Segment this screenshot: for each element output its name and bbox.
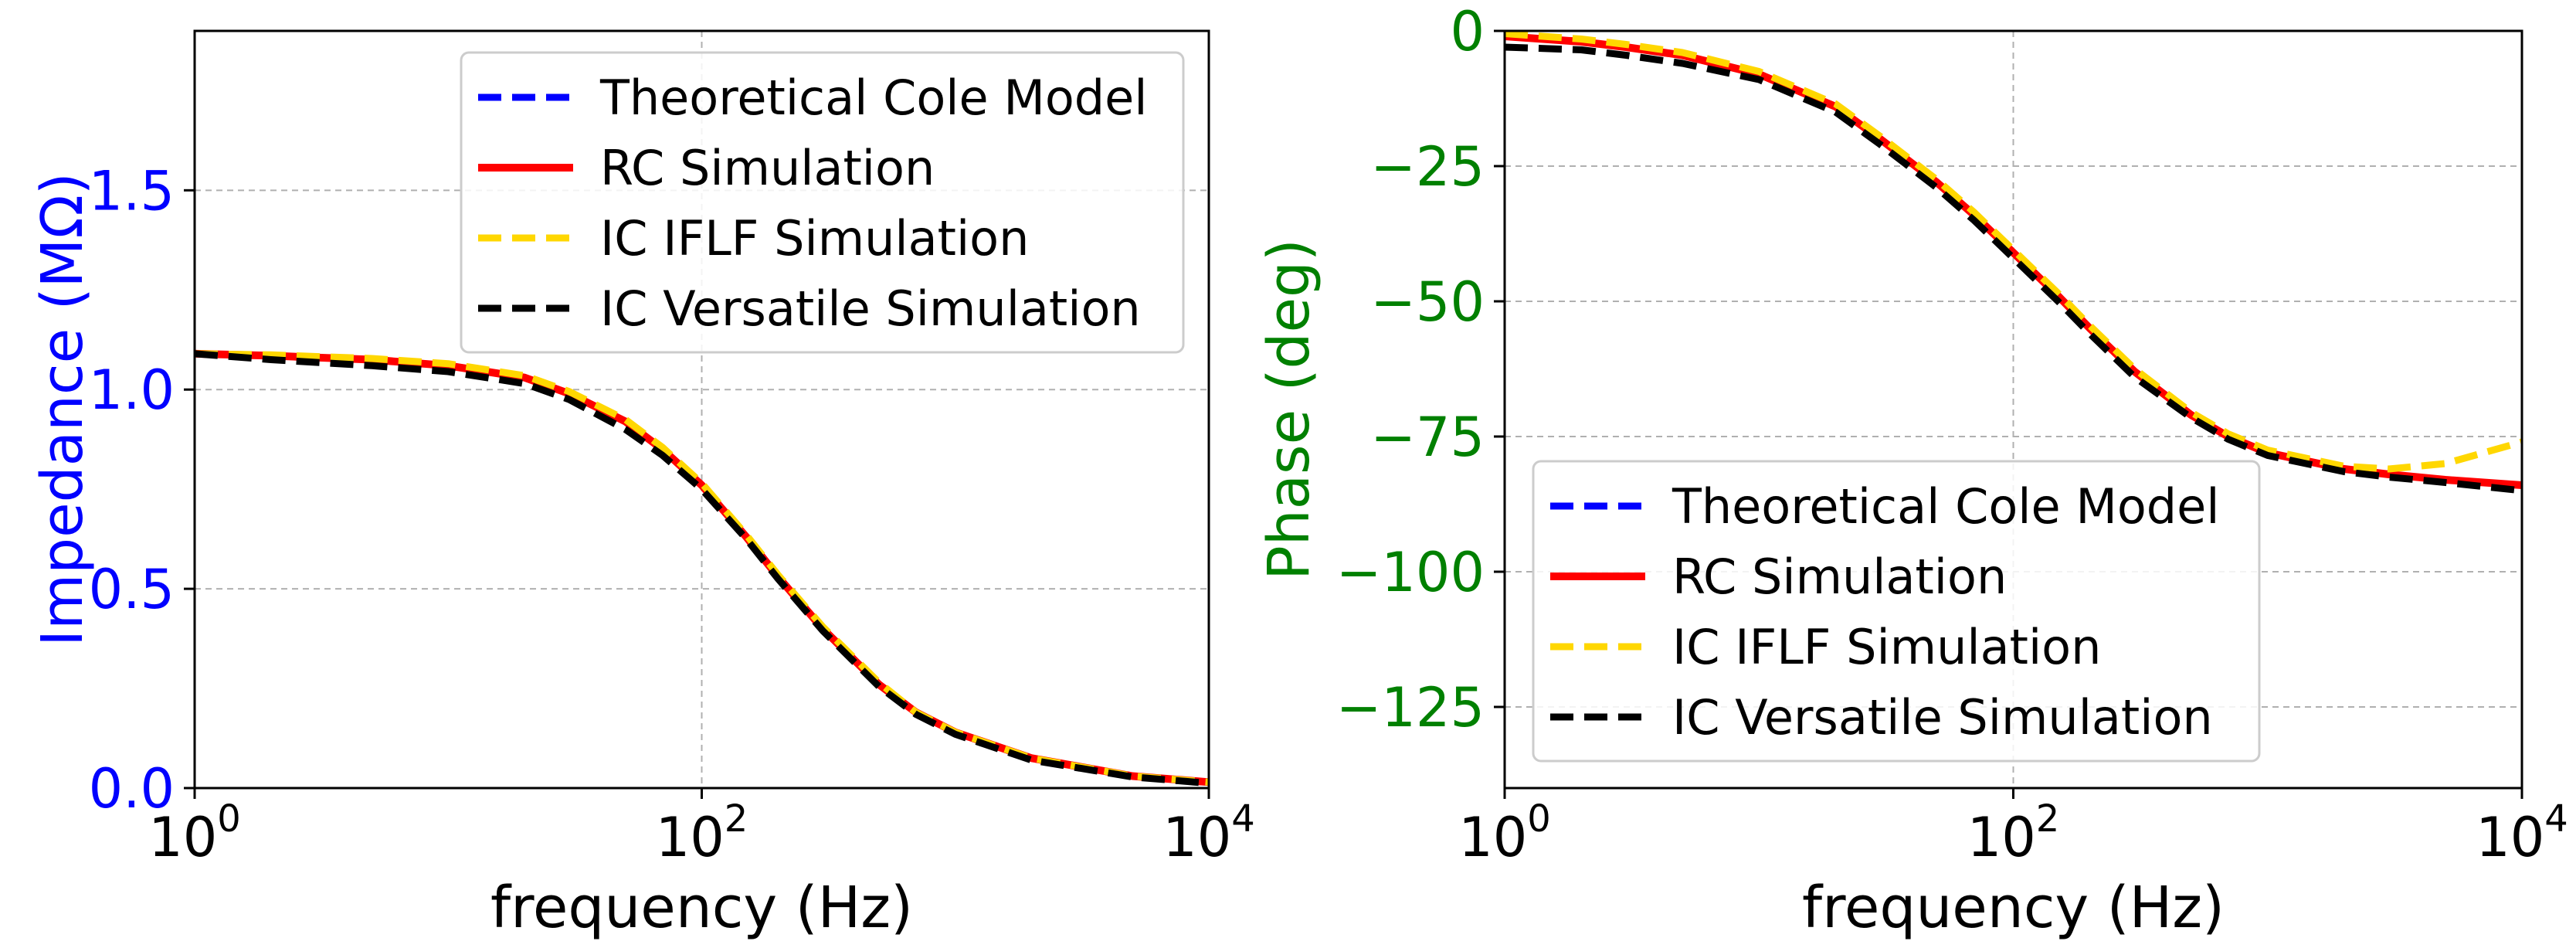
y-tick-label: 0	[1450, 0, 1485, 63]
y-tick-label: −125	[1336, 676, 1485, 739]
impedance-ticks: 0.0 0.5 1.0 1.5 100 102 104	[89, 159, 1255, 869]
x-tick-label: 104	[1162, 797, 1255, 869]
legend-label-0: Theoretical Cole Model	[1672, 478, 2220, 535]
legend-box	[460, 51, 1185, 354]
legend-label-3: IC Versatile Simulation	[1672, 689, 2213, 746]
series-line-2	[1504, 30, 2523, 473]
legend-label-1: RC Simulation	[1672, 549, 2007, 605]
phase-series	[1504, 30, 2523, 494]
impedance-y-axis-label: Impedance (MΩ)	[29, 172, 96, 647]
legend-label-3: IC Versatile Simulation	[600, 280, 1141, 337]
legend-label-2: IC IFLF Simulation	[600, 210, 1029, 267]
y-tick-label: −75	[1370, 406, 1485, 469]
impedance-series	[194, 349, 1210, 787]
x-tick-label: 100	[148, 797, 241, 869]
y-tick-label: −25	[1370, 135, 1485, 199]
x-tick-label: 100	[1458, 797, 1551, 869]
y-tick-label: −50	[1370, 270, 1485, 334]
series-line-2	[194, 350, 1210, 786]
impedance-legend: Theoretical Cole Model RC Simulation IC IF…	[460, 51, 1185, 354]
impedance-chart: 0.0 0.5 1.0 1.5 100 102 104 frequency (Hz) Imp…	[29, 29, 1255, 941]
y-tick-label: −100	[1336, 541, 1485, 604]
series-line-3	[1504, 43, 2523, 494]
legend-label-2: IC IFLF Simulation	[1672, 619, 2101, 675]
impedance-x-axis-label: frequency (Hz)	[490, 875, 913, 941]
y-tick-label: 1.5	[89, 159, 175, 223]
phase-chart: 0 −25 −50 −75 −100 −125 100 102 104 frequency (H…	[1256, 0, 2568, 941]
phase-ticks: 0 −25 −50 −75 −100 −125 100 102 104	[1336, 0, 2568, 869]
y-tick-label: 0.5	[89, 558, 175, 621]
phase-y-axis-label: Phase (deg)	[1256, 239, 1322, 580]
x-tick-label: 104	[2476, 797, 2568, 869]
series-line-3	[194, 350, 1210, 787]
legend-label-1: RC Simulation	[600, 140, 935, 196]
x-tick-label: 102	[1967, 797, 2060, 869]
legend-label-0: Theoretical Cole Model	[599, 70, 1148, 126]
x-tick-label: 102	[656, 797, 748, 869]
y-tick-label: 0.0	[89, 757, 175, 821]
phase-legend: Theoretical Cole Model RC Simulation IC IF…	[1532, 460, 2261, 763]
y-tick-label: 1.0	[89, 358, 175, 422]
phase-x-axis-label: frequency (Hz)	[1802, 875, 2225, 941]
legend-box	[1532, 460, 2261, 763]
